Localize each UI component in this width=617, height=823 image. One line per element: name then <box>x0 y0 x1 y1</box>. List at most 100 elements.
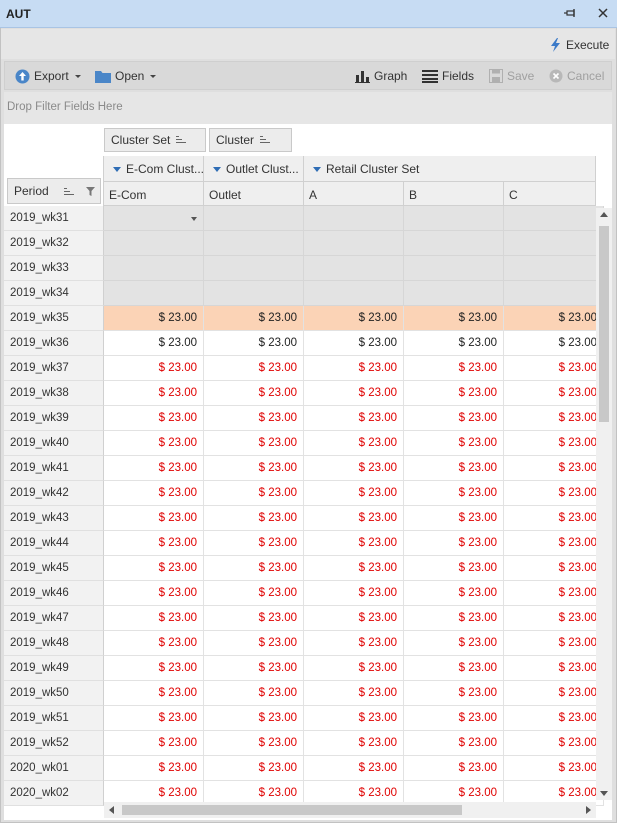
column-header-outlet[interactable]: Outlet <box>204 182 304 206</box>
table-cell[interactable]: $ 23.00 <box>304 731 404 756</box>
close-icon[interactable] <box>595 5 611 21</box>
table-cell[interactable]: $ 23.00 <box>504 331 604 356</box>
table-cell[interactable]: $ 23.00 <box>104 756 204 781</box>
table-cell[interactable] <box>104 206 204 231</box>
table-cell[interactable] <box>304 256 404 281</box>
table-cell[interactable]: $ 23.00 <box>104 606 204 631</box>
table-cell[interactable]: $ 23.00 <box>504 456 604 481</box>
table-cell[interactable] <box>404 231 504 256</box>
column-group-outlet[interactable]: Outlet Clust... <box>204 156 304 182</box>
table-cell[interactable]: $ 23.00 <box>204 556 304 581</box>
table-cell[interactable]: $ 23.00 <box>104 681 204 706</box>
table-cell[interactable]: $ 23.00 <box>204 631 304 656</box>
table-cell[interactable]: $ 23.00 <box>104 481 204 506</box>
scroll-down-icon[interactable] <box>600 791 608 796</box>
table-cell[interactable]: $ 23.00 <box>504 681 604 706</box>
table-cell[interactable]: $ 23.00 <box>104 731 204 756</box>
table-cell[interactable]: $ 23.00 <box>404 531 504 556</box>
table-cell[interactable] <box>104 231 204 256</box>
table-cell[interactable] <box>504 231 604 256</box>
table-cell[interactable]: $ 23.00 <box>404 406 504 431</box>
table-cell[interactable]: $ 23.00 <box>204 306 304 331</box>
export-button[interactable]: Export <box>15 68 81 84</box>
table-cell[interactable] <box>204 206 304 231</box>
table-cell[interactable]: $ 23.00 <box>304 556 404 581</box>
graph-button[interactable]: Graph <box>355 68 407 84</box>
table-cell[interactable]: $ 23.00 <box>404 431 504 456</box>
table-cell[interactable]: $ 23.00 <box>404 606 504 631</box>
table-cell[interactable]: $ 23.00 <box>304 756 404 781</box>
table-cell[interactable]: $ 23.00 <box>404 456 504 481</box>
scroll-left-icon[interactable] <box>109 806 114 814</box>
table-cell[interactable]: $ 23.00 <box>504 506 604 531</box>
table-cell[interactable]: $ 23.00 <box>404 506 504 531</box>
table-cell[interactable] <box>404 206 504 231</box>
table-cell[interactable] <box>304 231 404 256</box>
vertical-scrollbar[interactable] <box>596 208 612 800</box>
table-cell[interactable]: $ 23.00 <box>104 381 204 406</box>
table-cell[interactable]: $ 23.00 <box>204 506 304 531</box>
table-cell[interactable]: $ 23.00 <box>304 356 404 381</box>
table-cell[interactable]: $ 23.00 <box>404 581 504 606</box>
pin-icon[interactable] <box>562 5 578 21</box>
table-cell[interactable]: $ 23.00 <box>204 331 304 356</box>
column-header-c[interactable]: C <box>504 182 596 206</box>
table-cell[interactable]: $ 23.00 <box>504 756 604 781</box>
table-cell[interactable]: $ 23.00 <box>304 381 404 406</box>
table-cell[interactable]: $ 23.00 <box>404 331 504 356</box>
table-cell[interactable]: $ 23.00 <box>504 406 604 431</box>
table-cell[interactable]: $ 23.00 <box>104 431 204 456</box>
horizontal-scrollbar[interactable] <box>104 802 596 818</box>
table-cell[interactable] <box>404 256 504 281</box>
table-cell[interactable]: $ 23.00 <box>304 531 404 556</box>
table-cell[interactable]: $ 23.00 <box>504 306 604 331</box>
execute-button[interactable]: Execute <box>549 37 609 53</box>
table-cell[interactable]: $ 23.00 <box>104 406 204 431</box>
table-cell[interactable]: $ 23.00 <box>504 581 604 606</box>
table-cell[interactable]: $ 23.00 <box>204 681 304 706</box>
table-cell[interactable]: $ 23.00 <box>204 381 304 406</box>
table-cell[interactable]: $ 23.00 <box>504 431 604 456</box>
table-cell[interactable]: $ 23.00 <box>104 581 204 606</box>
table-cell[interactable] <box>204 231 304 256</box>
table-cell[interactable]: $ 23.00 <box>104 631 204 656</box>
table-cell[interactable]: $ 23.00 <box>404 756 504 781</box>
table-cell[interactable]: $ 23.00 <box>204 356 304 381</box>
table-cell[interactable]: $ 23.00 <box>304 506 404 531</box>
column-header-b[interactable]: B <box>404 182 504 206</box>
table-cell[interactable]: $ 23.00 <box>404 681 504 706</box>
table-cell[interactable] <box>504 281 604 306</box>
table-cell[interactable]: $ 23.00 <box>504 531 604 556</box>
field-button-cluster-set[interactable]: Cluster Set <box>104 128 206 152</box>
chevron-down-icon[interactable] <box>113 167 121 172</box>
table-cell[interactable]: $ 23.00 <box>104 306 204 331</box>
table-cell[interactable] <box>304 206 404 231</box>
cancel-button[interactable]: Cancel <box>549 68 604 84</box>
table-cell[interactable]: $ 23.00 <box>504 356 604 381</box>
dropdown-icon[interactable] <box>191 217 197 221</box>
table-cell[interactable] <box>104 281 204 306</box>
fields-button[interactable]: Fields <box>422 68 474 84</box>
table-cell[interactable]: $ 23.00 <box>504 631 604 656</box>
table-cell[interactable]: $ 23.00 <box>204 606 304 631</box>
table-cell[interactable]: $ 23.00 <box>204 706 304 731</box>
table-cell[interactable]: $ 23.00 <box>104 356 204 381</box>
table-cell[interactable]: $ 23.00 <box>404 306 504 331</box>
save-button[interactable]: Save <box>489 68 534 84</box>
filter-icon[interactable] <box>86 187 95 196</box>
scroll-up-icon[interactable] <box>600 212 608 217</box>
table-cell[interactable]: $ 23.00 <box>404 731 504 756</box>
column-group-retail[interactable]: Retail Cluster Set <box>304 156 596 182</box>
table-cell[interactable]: $ 23.00 <box>104 506 204 531</box>
table-cell[interactable]: $ 23.00 <box>304 481 404 506</box>
table-cell[interactable]: $ 23.00 <box>204 431 304 456</box>
table-cell[interactable]: $ 23.00 <box>504 706 604 731</box>
table-cell[interactable]: $ 23.00 <box>104 706 204 731</box>
table-cell[interactable]: $ 23.00 <box>204 456 304 481</box>
table-cell[interactable]: $ 23.00 <box>104 531 204 556</box>
table-cell[interactable] <box>404 281 504 306</box>
table-cell[interactable]: $ 23.00 <box>304 581 404 606</box>
column-header-ecom[interactable]: E-Com <box>104 182 204 206</box>
table-cell[interactable]: $ 23.00 <box>404 631 504 656</box>
table-cell[interactable]: $ 23.00 <box>504 731 604 756</box>
